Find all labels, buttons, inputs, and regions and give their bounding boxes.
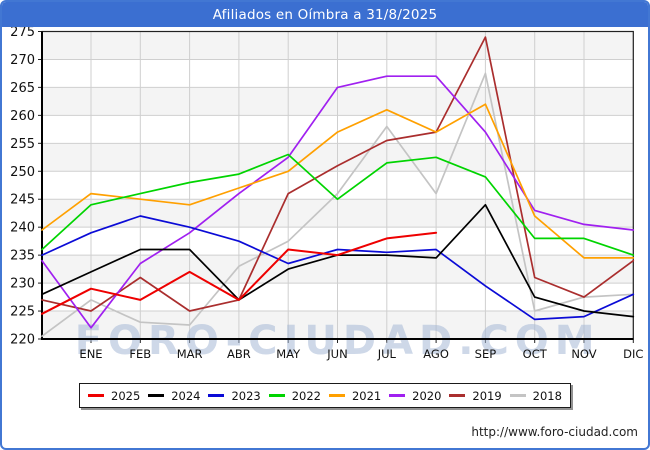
y-tick-label: 235 bbox=[10, 249, 35, 264]
y-tick-label: 260 bbox=[10, 109, 35, 124]
legend-swatch-2024 bbox=[148, 394, 165, 397]
y-tick-label: 250 bbox=[10, 165, 35, 180]
x-month-label: FEB bbox=[129, 347, 151, 361]
legend-label-2025: 2025 bbox=[111, 388, 141, 403]
legend-item-2023: 2023 bbox=[208, 388, 261, 403]
legend-label-2023: 2023 bbox=[231, 388, 261, 403]
legend-item-2018: 2018 bbox=[509, 388, 562, 403]
series-line-2019 bbox=[41, 36, 635, 312]
legend-item-2020: 2020 bbox=[389, 389, 441, 403]
footer-url[interactable]: http://www.foro-ciudad.com bbox=[471, 425, 638, 439]
y-tick-label: 225 bbox=[10, 305, 35, 320]
x-month-label: ENE bbox=[79, 347, 102, 361]
x-month-label: NOV bbox=[571, 347, 596, 361]
x-month-label: OCT bbox=[523, 347, 548, 361]
series-line-2022 bbox=[41, 153, 635, 256]
x-month-label: AGO bbox=[423, 347, 449, 361]
x-month-label: ABR bbox=[227, 347, 251, 361]
chart-title: Afiliados en Oímbra a 31/8/2025 bbox=[212, 6, 438, 23]
legend-item-2024: 2024 bbox=[148, 388, 201, 403]
legend-label-2020: 2020 bbox=[412, 388, 442, 403]
y-tick-label: 255 bbox=[10, 137, 35, 152]
legend-swatch-2021 bbox=[328, 394, 345, 397]
y-tick-label: 240 bbox=[10, 221, 35, 236]
x-month-label: SEP bbox=[475, 347, 497, 361]
legend-item-2025: 2025 bbox=[88, 389, 140, 403]
series-line-2023 bbox=[41, 215, 635, 321]
axis-spines bbox=[41, 31, 634, 340]
series-line-2021 bbox=[41, 103, 635, 259]
legend-label-2018: 2018 bbox=[532, 388, 562, 403]
y-tick-label: 265 bbox=[10, 81, 35, 96]
x-month-label: JUN bbox=[326, 347, 347, 361]
series-line-2018 bbox=[41, 72, 635, 338]
legend-label-2022: 2022 bbox=[291, 388, 321, 403]
x-month-label: DIC bbox=[623, 347, 643, 361]
legend-label-2019: 2019 bbox=[472, 388, 502, 403]
legend-swatch-2020 bbox=[389, 394, 406, 397]
series-line-2025 bbox=[41, 231, 438, 315]
x-month-label: MAR bbox=[177, 347, 203, 361]
legend-swatch-2018 bbox=[509, 394, 526, 397]
legend-swatch-2023 bbox=[208, 394, 225, 397]
legend-label-2021: 2021 bbox=[351, 388, 382, 403]
y-tick-label: 230 bbox=[10, 277, 35, 292]
watermark-text: FORO-CIUDAD.COM bbox=[75, 318, 601, 364]
y-tick-label: 220 bbox=[10, 333, 35, 348]
legend-item-2021: 2021 bbox=[328, 388, 382, 403]
legend: 2025 2024 2023 2022 2021 2020 2019 2018 bbox=[79, 383, 571, 408]
y-tick-label: 275 bbox=[10, 25, 35, 40]
title-bar: Afiliados en Oímbra a 31/8/2025 bbox=[2, 2, 648, 27]
series-line-2020 bbox=[41, 75, 635, 329]
x-month-label: MAY bbox=[276, 347, 301, 361]
legend-item-2022: 2022 bbox=[268, 388, 321, 403]
legend-swatch-2025 bbox=[88, 394, 104, 397]
y-tick-label: 270 bbox=[10, 53, 35, 68]
legend-label-2024: 2024 bbox=[171, 388, 201, 403]
legend-swatch-2019 bbox=[449, 394, 466, 397]
legend-item-2019: 2019 bbox=[449, 388, 502, 403]
y-tick-label: 245 bbox=[10, 193, 35, 208]
legend-swatch-2022 bbox=[268, 394, 285, 397]
x-month-label: JUL bbox=[377, 347, 397, 361]
